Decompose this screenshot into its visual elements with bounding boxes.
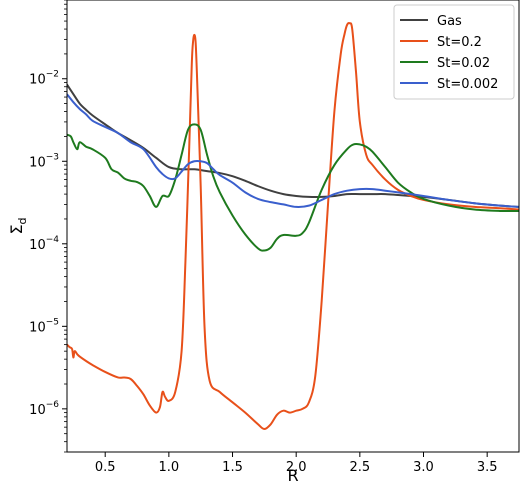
series-line-1 (67, 21, 519, 430)
legend-label: St=0.02 (437, 56, 490, 71)
x-tick-label: 3.5 (477, 460, 498, 475)
x-axis-label: R (287, 466, 298, 485)
legend-label: St=0.2 (437, 35, 482, 50)
legend-label: Gas (437, 14, 462, 29)
series-line-3 (67, 93, 519, 208)
x-tick-label: 1.5 (222, 460, 243, 475)
legend: Gas St=0.2 St=0.02 St=0.002 (393, 4, 515, 100)
legend-box (393, 4, 515, 100)
x-tick-label: 2.5 (350, 460, 371, 475)
x-axis: 0.5 1.0 1.5 2.0 2.5 3.0 3.5 (95, 452, 498, 475)
series-line-2 (67, 123, 519, 252)
x-tick-label: 0.5 (95, 460, 116, 475)
legend-label: St=0.002 (437, 77, 498, 92)
plot-frame (66, 0, 520, 453)
x-tick-label: 1.0 (159, 460, 180, 475)
x-tick-label: 2.0 (286, 460, 307, 475)
x-tick-label: 3.0 (413, 460, 434, 475)
series-layer (67, 21, 519, 430)
